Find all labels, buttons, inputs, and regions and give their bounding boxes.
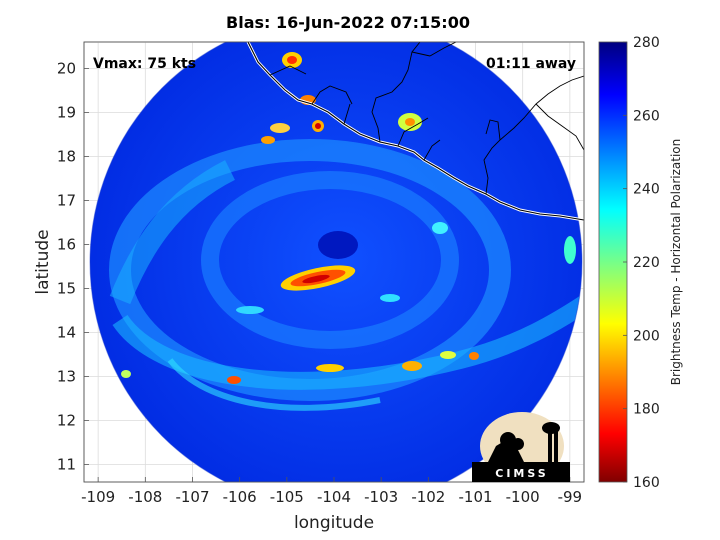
y-tick-label: 19	[57, 103, 76, 121]
map-title: Blas: 16-Jun-2022 07:15:00	[226, 13, 470, 32]
x-axis-ticks: -109 -108 -107 -106 -105 -104 -103 -102 -101 -100…	[81, 477, 582, 506]
y-tick-label: 15	[57, 279, 76, 297]
x-tick-label: -108	[128, 488, 162, 506]
colorbar	[598, 41, 628, 483]
state-borders	[269, 42, 584, 195]
y-tick-label: 16	[57, 235, 76, 253]
x-tick-label: -107	[175, 488, 209, 506]
colorbar-tick-label: 260	[633, 108, 660, 124]
colorbar-tick-label: 180	[633, 402, 660, 418]
x-tick-label: -104	[317, 488, 351, 506]
x-tick-label: -100	[506, 488, 540, 506]
colorbar-label: Brightness Temp - Horizontal Polarizatio…	[669, 139, 683, 386]
colorbar-tick-label: 160	[633, 475, 660, 491]
y-tick-label: 13	[57, 367, 76, 385]
logo-text: CIMSS	[495, 467, 548, 480]
y-tick-label: 17	[57, 191, 76, 209]
x-tick-label: -101	[458, 488, 492, 506]
y-tick-label: 12	[57, 411, 76, 429]
colorbar-tick-label: 240	[633, 182, 660, 198]
y-axis-ticks: 20 19 18 17 16 15 14 13 12 11	[57, 59, 89, 473]
x-tick-label: -102	[411, 488, 445, 506]
y-tick-label: 14	[57, 323, 76, 341]
colorbar-tick-label: 200	[633, 328, 660, 344]
time-away-annotation: 01:11 away	[486, 56, 576, 72]
y-tick-label: 11	[57, 455, 76, 473]
x-tick-label: -105	[270, 488, 304, 506]
y-tick-label: 20	[57, 59, 76, 77]
vmax-annotation: Vmax: 75 kts	[93, 56, 196, 72]
x-tick-label: -109	[81, 488, 115, 506]
x-tick-label: -99	[558, 488, 583, 506]
x-tick-label: -106	[223, 488, 257, 506]
colorbar-tick-label: 280	[633, 35, 660, 51]
cimss-logo: CIMSS	[472, 412, 570, 482]
brightness-temp-swath	[90, 42, 582, 482]
x-tick-label: -103	[364, 488, 398, 506]
x-axis-label: longitude	[294, 513, 374, 533]
y-axis-label: latitude	[33, 229, 53, 294]
colorbar-tick-label: 220	[633, 255, 660, 271]
colorbar-ticks: 280 260 240 220 200 180 160	[623, 35, 660, 491]
y-tick-label: 18	[57, 147, 76, 165]
